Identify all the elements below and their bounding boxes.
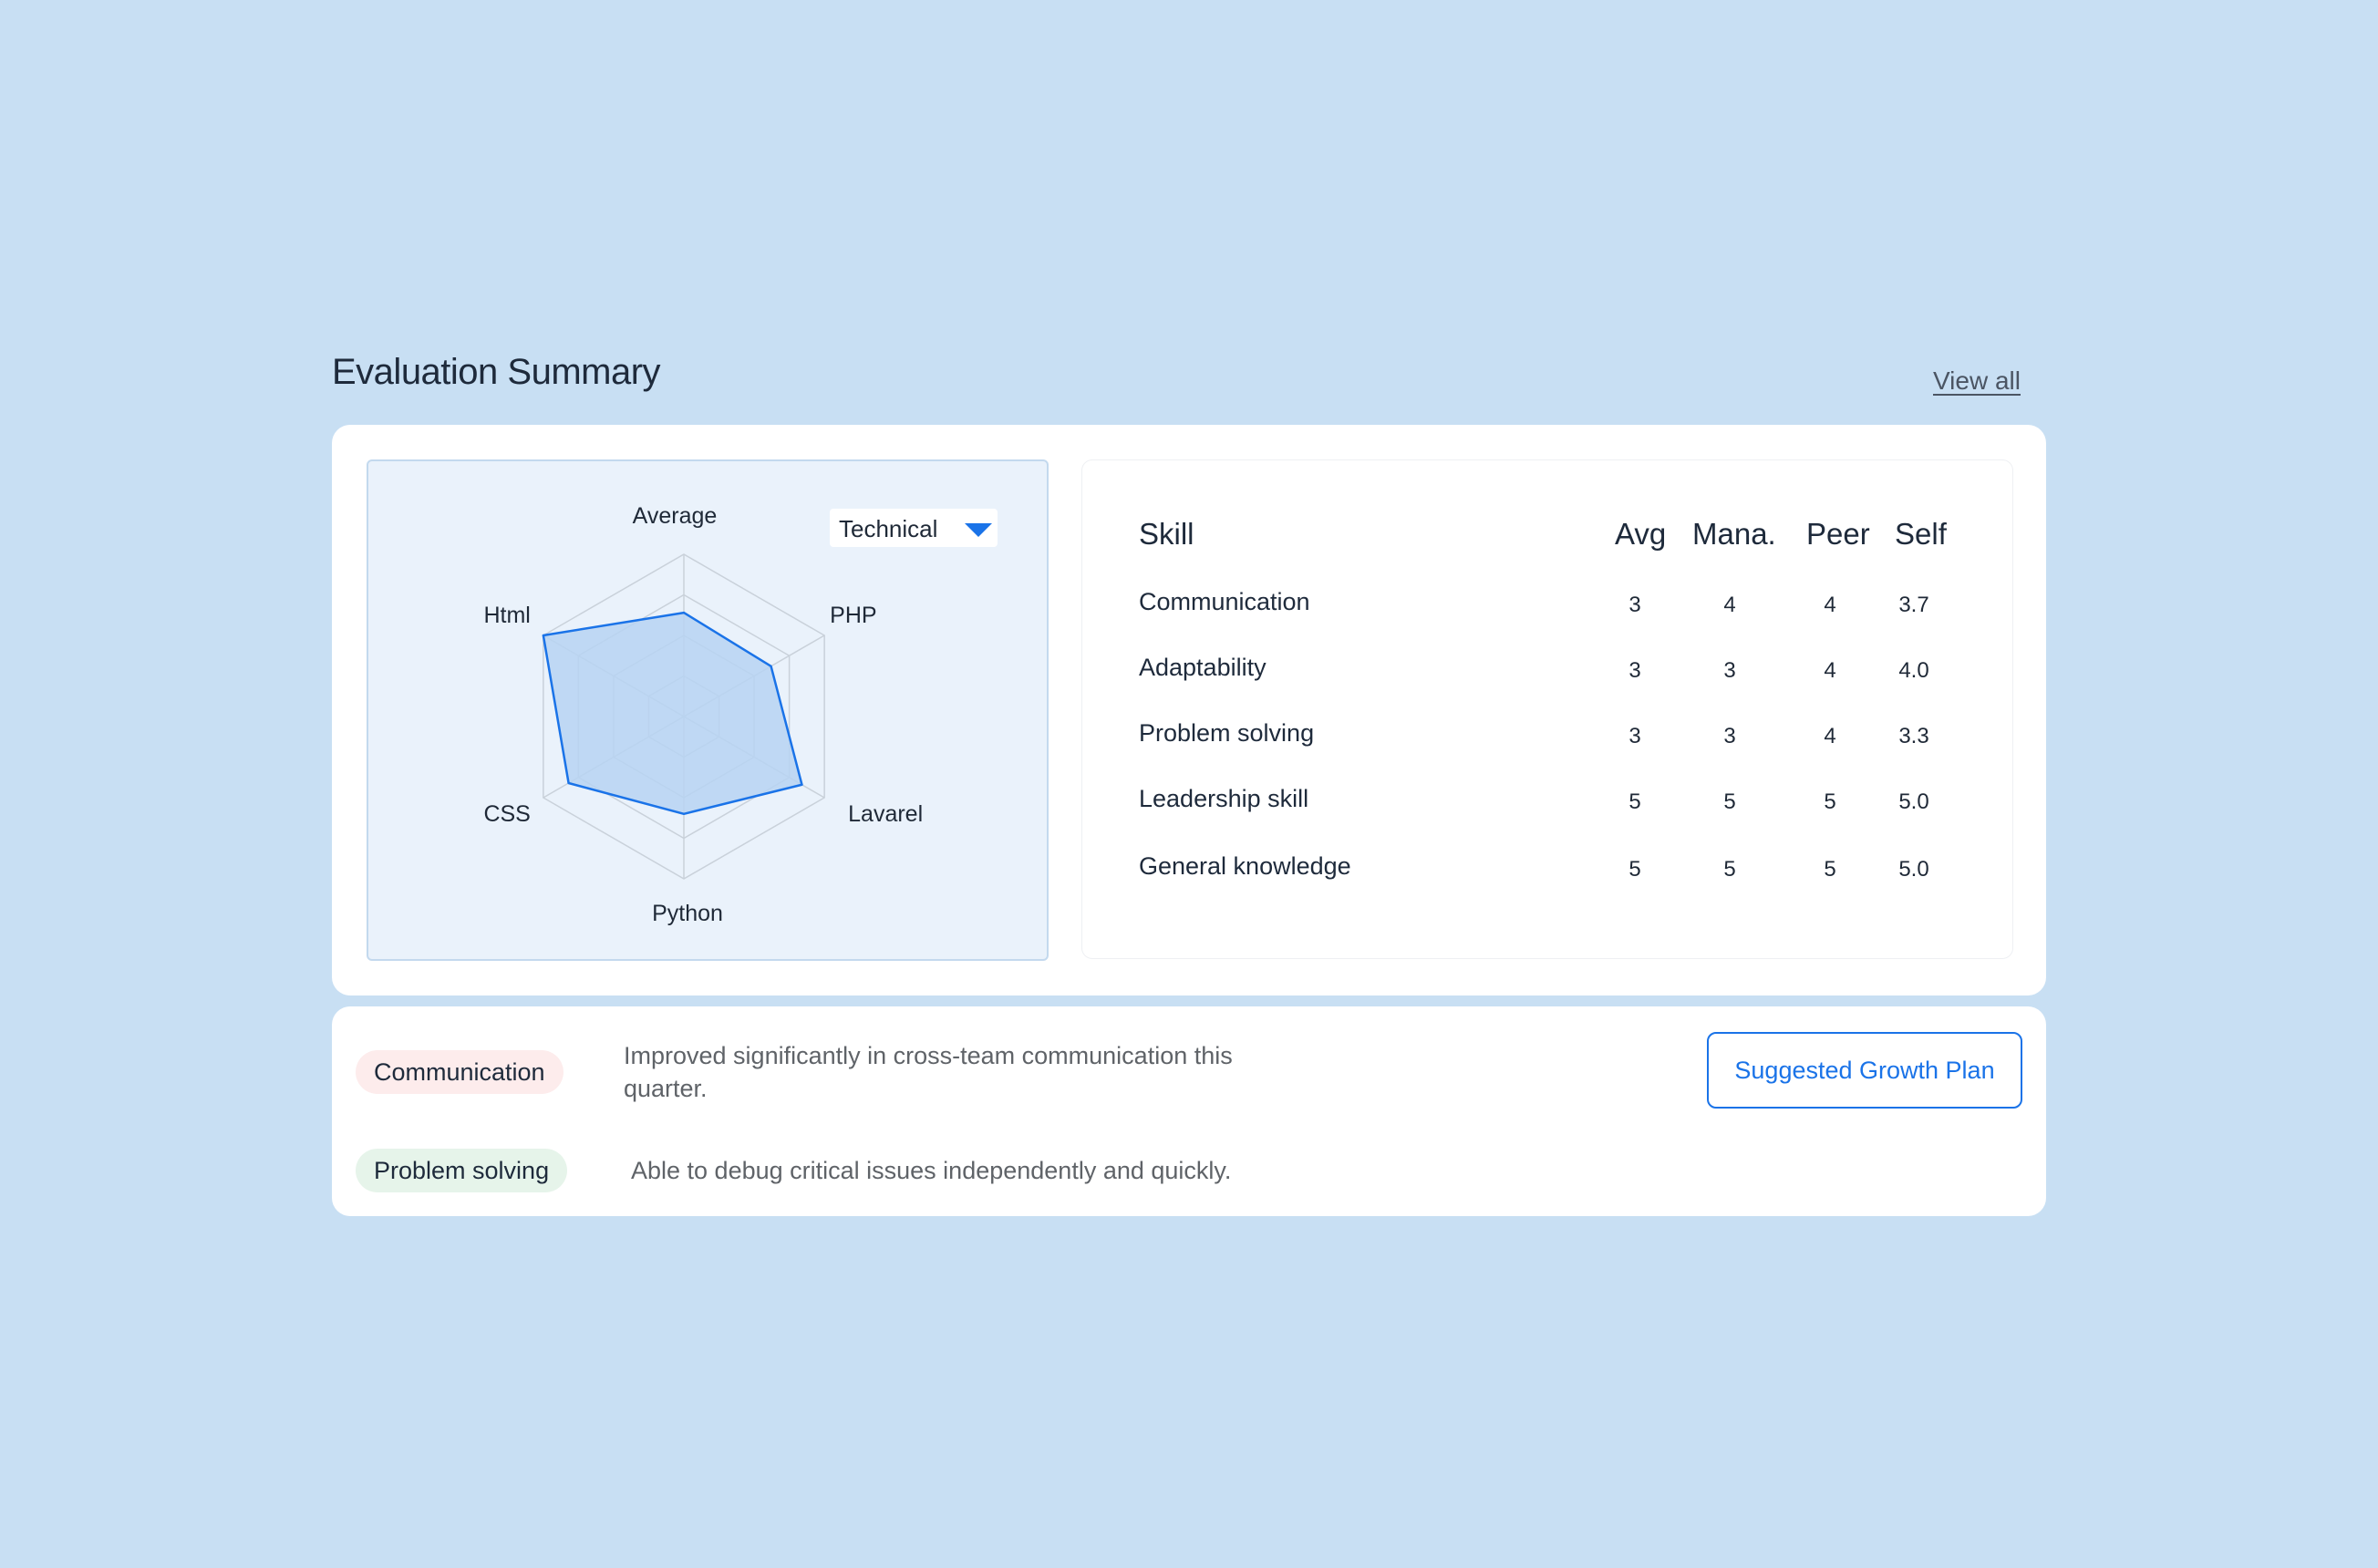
table-cell-self: 5.0 [1898, 789, 1929, 814]
table-cell-manager: 5 [1723, 857, 1736, 882]
column-header-avg: Avg [1615, 517, 1667, 551]
note-text-problem-solving: Able to debug critical issues independen… [631, 1157, 1232, 1184]
note-text-communication: Improved significantly in cross-team com… [624, 1042, 1233, 1102]
table-row-skill: Leadership skill [1139, 785, 1309, 812]
table-cell-manager: 5 [1723, 789, 1736, 814]
table-cell-self: 4.0 [1898, 658, 1929, 683]
table-cell-peer: 5 [1824, 789, 1836, 814]
radar-axis-label: Python [652, 901, 723, 926]
table-cell-manager: 4 [1723, 593, 1736, 617]
table-cell-self: 3.7 [1898, 593, 1929, 617]
table-cell-peer: 4 [1824, 658, 1836, 683]
table-row-skill: Problem solving [1139, 719, 1315, 747]
radar-series-area [542, 611, 803, 816]
table-cell-avg: 5 [1628, 857, 1641, 882]
table-cell-manager: 3 [1723, 658, 1736, 683]
table-row-skill: Communication [1139, 588, 1310, 615]
view-all-link[interactable]: View all [1933, 366, 2021, 395]
radar-chart: Average PHP Lavarel Python CSS Html [483, 503, 923, 926]
feedback-notes-card: Communication Improved significantly in … [332, 1006, 2046, 1216]
table-cell-avg: 3 [1628, 593, 1641, 617]
table-cell-peer: 4 [1824, 593, 1836, 617]
radar-axis-label: CSS [483, 801, 530, 827]
skill-tag-communication: Communication [356, 1050, 563, 1094]
page-title: Evaluation Summary [332, 352, 661, 392]
radar-axis-label: PHP [830, 603, 876, 628]
skills-table: Skill Avg Mana. Peer Self Communication 3… [1081, 459, 2013, 959]
radar-axis-label: Lavarel [848, 801, 923, 827]
radar-axis-labels: Average PHP Lavarel Python CSS Html [483, 503, 923, 926]
suggested-growth-plan-button[interactable]: Suggested Growth Plan [1707, 1032, 2022, 1109]
column-header-manager: Mana. [1692, 517, 1776, 551]
table-cell-manager: 3 [1723, 724, 1736, 748]
skill-tag-problem-solving: Problem solving [356, 1149, 568, 1192]
radar-axis-label: Html [483, 603, 530, 628]
table-cell-self: 5.0 [1898, 857, 1929, 882]
radar-axis-label: Average [633, 503, 718, 529]
category-dropdown[interactable]: Technical [830, 509, 998, 547]
table-cell-avg: 3 [1628, 658, 1641, 683]
table-row-skill: Adaptability [1139, 654, 1267, 681]
column-header-peer: Peer [1806, 517, 1870, 551]
table-cell-peer: 5 [1824, 857, 1836, 882]
radar-chart-panel: Average PHP Lavarel Python CSS Html Technical [367, 459, 1049, 961]
table-row-skill: General knowledge [1139, 852, 1351, 880]
column-header-self: Self [1895, 517, 1947, 551]
table-cell-self: 3.3 [1898, 724, 1929, 748]
category-dropdown-value: Technical [839, 515, 938, 542]
evaluation-card: Average PHP Lavarel Python CSS Html Technical… [332, 425, 2046, 995]
table-cell-avg: 3 [1628, 724, 1641, 748]
table-cell-peer: 4 [1824, 724, 1836, 748]
chevron-down-icon[interactable] [965, 523, 992, 537]
table-cell-avg: 5 [1628, 789, 1641, 814]
column-header-skill: Skill [1139, 517, 1194, 551]
